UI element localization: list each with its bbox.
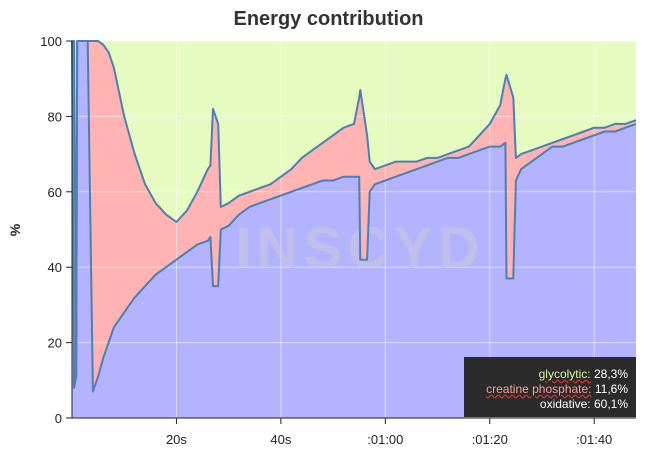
value-tooltip: glycolytic: 28,3% creatine phosphate: 11… bbox=[464, 357, 636, 417]
y-tick-label-5: 100 bbox=[40, 34, 62, 49]
tooltip-creatine-label: creatine phosphate: bbox=[486, 382, 592, 396]
tooltip-creatine-value: 11,6% bbox=[594, 382, 628, 396]
y-tick-label-1: 20 bbox=[48, 336, 62, 351]
x-tick-label-4: :01:40 bbox=[576, 432, 612, 447]
x-tick-label-0: 20s bbox=[166, 432, 187, 447]
area-oxidative bbox=[72, 41, 636, 418]
tooltip-glycolytic-value: 28,3% bbox=[593, 367, 628, 381]
x-tick-label-3: :01:20 bbox=[472, 432, 508, 447]
tooltip-oxidative-label: oxidative: bbox=[539, 397, 591, 411]
watermark: INSCYD bbox=[235, 216, 484, 281]
line-oxidative bbox=[71, 40, 637, 393]
tooltip-row-creatine: creatine phosphate: 11,6% bbox=[464, 382, 628, 397]
y-tick-label-2: 40 bbox=[48, 260, 62, 275]
tooltip-oxidative-value: 60,1% bbox=[593, 397, 628, 411]
line-creatine-phosphate bbox=[72, 40, 637, 378]
x-tick-label-1: 40s bbox=[270, 432, 291, 447]
tooltip-row-glycolytic: glycolytic: 28,3% bbox=[464, 367, 628, 382]
y-tick-label-0: 0 bbox=[55, 411, 62, 426]
y-tick-label-4: 80 bbox=[48, 109, 62, 124]
x-tick-label-2: :01:00 bbox=[367, 432, 403, 447]
tooltip-row-oxidative: oxidative: 60,1% bbox=[464, 397, 628, 412]
y-axis-title: % bbox=[7, 223, 23, 236]
y-tick-label-3: 60 bbox=[48, 185, 62, 200]
tooltip-glycolytic-label: glycolytic: bbox=[538, 367, 591, 381]
chart-title: Energy contribution bbox=[233, 8, 424, 30]
